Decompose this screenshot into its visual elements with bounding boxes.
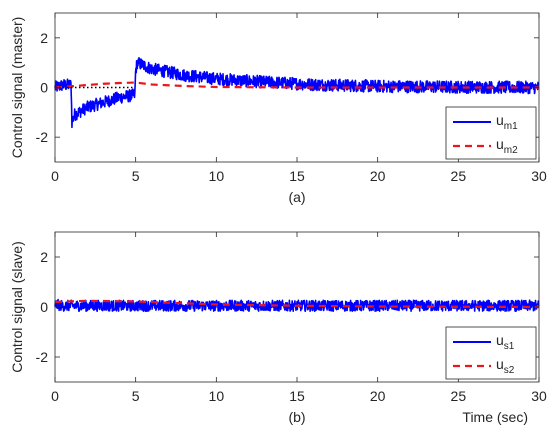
y-tick-label: -2: [36, 129, 49, 145]
x-tick-label: 5: [132, 168, 140, 184]
legend-label-subscript: s2: [504, 365, 515, 376]
y-tick-label: 2: [40, 249, 48, 265]
x-tick-label: 0: [51, 168, 59, 184]
x-tick-label: 5: [132, 388, 140, 404]
caption-b: (b): [288, 409, 305, 425]
series-line-us2: [54, 299, 540, 309]
series-line-us1: [54, 298, 540, 313]
panel-slave: 0 5 10 15 20 25 30-202 Control signal (slave) …: [9, 231, 547, 425]
x-tick-label: 15: [289, 388, 305, 404]
x-tick-label: 25: [451, 388, 467, 404]
legend-label-subscript: m1: [504, 121, 518, 132]
y-tick-label: 2: [40, 30, 48, 46]
y-axis-label-master: Control signal (master): [9, 17, 25, 159]
y-tick-label: 0: [40, 80, 48, 96]
y-axis-label-slave: Control signal (slave): [9, 241, 25, 373]
series-layer-slave: [54, 298, 540, 313]
legend-box: [445, 106, 537, 160]
caption-a: (a): [288, 189, 305, 205]
ticks-slave: 0 5 10 15 20 25 30 -2 0 2: [36, 232, 547, 404]
series-line-um2: [54, 81, 539, 89]
x-tick-label: 20: [370, 388, 386, 404]
x-tick-label: 20: [370, 168, 386, 184]
legend-box: [445, 326, 537, 380]
x-tick-label: 25: [451, 168, 467, 184]
x-tick-label: 0: [51, 388, 59, 404]
x-tick-label: 10: [209, 388, 225, 404]
y-tick-label: -2: [36, 349, 49, 365]
series-line-um1: [54, 56, 540, 129]
x-tick-label: 10: [209, 168, 225, 184]
x-tick-label: 30: [531, 388, 547, 404]
x-axis-label-slave: Time (sec): [462, 409, 528, 425]
y-tick-label: 0: [40, 299, 48, 315]
legend-label-subscript: m2: [504, 145, 518, 156]
x-tick-label: 30: [531, 168, 547, 184]
x-tick-label: 15: [289, 168, 305, 184]
legend-label-subscript: s1: [504, 341, 515, 352]
ticks-master: 0 5 10 15 20 25 30 -2 0 2: [36, 13, 547, 184]
series-layer-master: [54, 56, 540, 129]
panel-master: 0 5 10 15 20 25 30 -2 0 2 Control signal (master)…: [9, 12, 547, 205]
